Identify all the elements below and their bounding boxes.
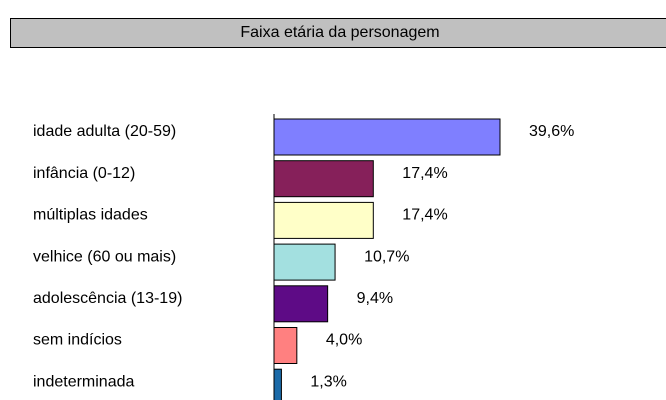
bar [273,368,282,400]
category-label: infância (0-12) [33,165,135,182]
category-label: indeterminada [33,373,135,390]
bar [273,201,374,239]
bar [273,118,501,156]
category-label: adolescência (13-19) [33,290,182,307]
title-box [10,18,666,48]
bar [273,285,329,323]
value-label: 1,3% [310,373,346,390]
category-label: velhice (60 ou mais) [33,248,176,265]
category-label: sem indícios [33,332,122,349]
category-label: idade adulta (20-59) [33,123,176,140]
value-label: 9,4% [357,290,393,307]
category-label: múltiplas idades [33,207,148,224]
value-label: 4,0% [326,332,362,349]
value-label: 39,6% [529,123,574,140]
value-label: 17,4% [402,207,447,224]
value-label: 17,4% [402,165,447,182]
chart-title: Faixa etária da personagem [240,24,439,41]
value-label: 10,7% [364,248,409,265]
bar [273,243,336,281]
bar [273,327,298,364]
bar [273,160,374,198]
